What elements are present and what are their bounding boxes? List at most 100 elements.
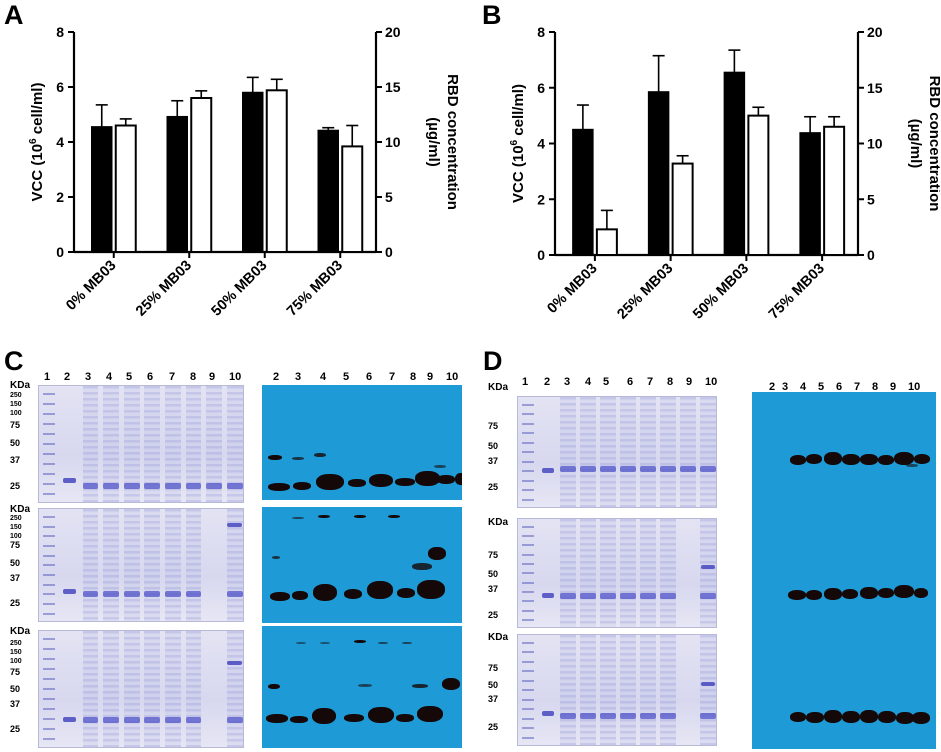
ladder-band — [522, 641, 534, 644]
blot-lane-number: 4 — [800, 381, 807, 393]
kda-label: KDa — [488, 517, 509, 528]
protein-band — [680, 466, 696, 473]
blot-band — [824, 588, 842, 600]
gel-lane — [660, 519, 676, 627]
ladder-band — [43, 668, 56, 671]
blot-lane-number: 5 — [343, 371, 350, 383]
protein-band — [165, 591, 181, 598]
gel-lane — [620, 397, 636, 507]
bar-vcc — [723, 71, 746, 256]
y-tick-label-left: 6 — [537, 80, 545, 96]
marker-size-label: 75 — [488, 550, 499, 560]
gel-lane — [580, 397, 596, 507]
protein-band — [600, 592, 616, 599]
ladder-band — [43, 738, 56, 741]
gel-lane — [103, 631, 119, 747]
western-blot-d — [752, 392, 936, 749]
gel-lane — [226, 386, 243, 502]
marker-size-label: 100 — [10, 658, 22, 665]
y-tick-label-left: 2 — [56, 189, 64, 205]
gel-lane — [226, 631, 243, 747]
blot-band — [318, 515, 330, 518]
ladder-band — [43, 583, 56, 586]
gel-lane — [580, 635, 596, 745]
y-tick-label-right: 0 — [867, 247, 875, 263]
x-tick-label: 75% MB03 — [284, 258, 346, 320]
gel-lane — [123, 386, 140, 502]
gel-lane — [540, 519, 555, 627]
blot-band — [824, 452, 842, 465]
panel-letter-b: B — [482, 0, 502, 30]
bar-vcc — [647, 91, 670, 256]
y-tick-label-left: 6 — [56, 79, 64, 95]
ladder-band — [43, 612, 56, 615]
protein-band — [82, 717, 99, 724]
bar-rbd — [341, 145, 364, 253]
blot-band — [268, 455, 282, 460]
blot-band — [368, 707, 394, 723]
protein-band — [144, 591, 161, 598]
blot-band — [442, 678, 460, 690]
protein-band — [82, 591, 99, 598]
marker-band — [227, 522, 242, 527]
blot-lane-number: 8 — [872, 381, 879, 393]
gel-lane — [540, 397, 555, 507]
ladder-band — [522, 470, 534, 473]
protein-band — [103, 591, 119, 598]
blot-band — [912, 712, 930, 724]
blot-band — [320, 642, 330, 644]
marker-size-label: 25 — [488, 610, 499, 620]
marker-band — [701, 565, 715, 570]
ladder-band — [522, 651, 534, 654]
ladder-band — [522, 479, 534, 482]
ladder-band — [43, 515, 56, 518]
standard-band — [541, 592, 555, 598]
gel-lane — [123, 631, 140, 747]
blot-band — [313, 584, 337, 601]
blot-band — [790, 455, 806, 465]
ladder-band — [43, 403, 56, 406]
marker-size-label: 150 — [10, 401, 22, 408]
blot-band — [434, 465, 446, 468]
blot-band — [914, 588, 928, 598]
protein-band — [185, 482, 202, 489]
x-tick-label: 25% MB03 — [614, 261, 676, 323]
gel-lane — [62, 386, 78, 502]
blot-band — [316, 474, 344, 490]
protein-band — [226, 717, 243, 724]
blot-lane-number: 10 — [908, 381, 921, 393]
ladder-band — [522, 689, 534, 692]
ladder-band — [43, 423, 56, 426]
y-tick-label-left: 4 — [56, 134, 64, 150]
gel-lane — [185, 386, 202, 502]
protein-band — [226, 482, 243, 489]
protein-band — [185, 591, 202, 598]
protein-band — [660, 713, 676, 720]
protein-band — [700, 713, 716, 720]
panel-letter-c: C — [4, 346, 24, 376]
ladder-band — [522, 679, 534, 682]
bar-vcc — [242, 91, 264, 253]
protein-band — [660, 466, 676, 473]
protein-band — [620, 592, 636, 599]
blot-band — [894, 452, 914, 465]
y-axis-label-left: VCC (106 cell/ml) — [28, 83, 46, 202]
x-tick-label: 75% MB03 — [766, 261, 828, 323]
protein-band — [103, 482, 119, 489]
ladder-band — [522, 563, 534, 565]
ladder-band — [43, 493, 56, 496]
lane-number: 6 — [147, 371, 154, 383]
ladder-band — [43, 525, 56, 528]
lane-number: 8 — [190, 371, 197, 383]
marker-size-label: 25 — [488, 722, 499, 732]
standard-band — [541, 467, 555, 473]
lane-number: 2 — [544, 376, 551, 388]
blot-band — [914, 454, 930, 464]
gel-lane — [600, 519, 616, 627]
blot-band — [354, 640, 366, 643]
y-tick-label-right: 0 — [385, 244, 393, 260]
gel-lane — [700, 397, 716, 507]
ladder-band — [522, 534, 534, 537]
protein-band — [560, 713, 576, 720]
protein-band — [660, 592, 676, 599]
